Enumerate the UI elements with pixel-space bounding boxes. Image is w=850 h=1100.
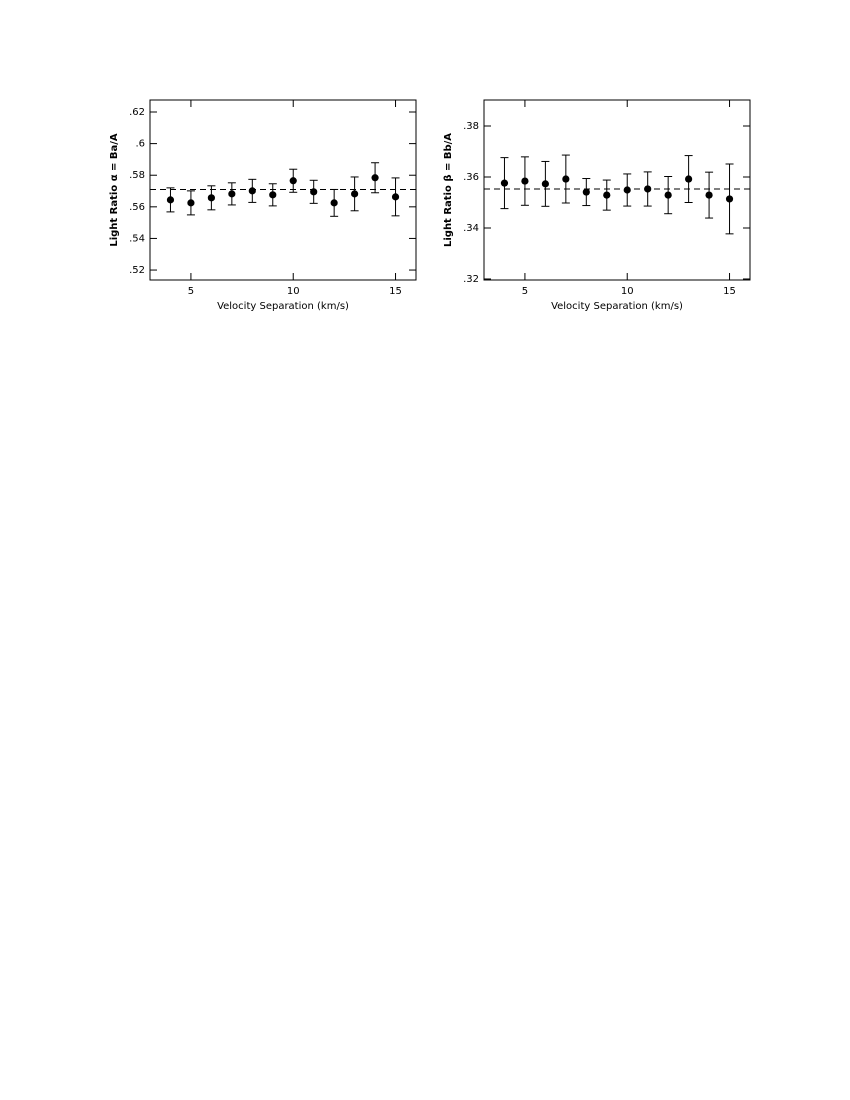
y-tick-label: .32	[463, 274, 479, 285]
point	[725, 195, 734, 203]
point	[207, 194, 215, 202]
point	[330, 199, 338, 207]
x-axis-label: Velocity Separation (km/s)	[217, 301, 349, 312]
y-tick-label: .34	[463, 223, 479, 234]
point	[623, 186, 631, 194]
x-axis-label: Velocity Separation (km/s)	[551, 301, 683, 312]
point	[664, 191, 672, 199]
point	[500, 179, 509, 187]
y-tick-label: .36	[463, 172, 479, 183]
point	[269, 191, 277, 199]
chart: .52 .54 .56 .58 .6 .62 5 10 15 Velocity Separatio…	[109, 99, 417, 312]
point	[541, 180, 549, 188]
point	[289, 177, 297, 185]
point	[371, 174, 379, 182]
point	[582, 188, 590, 196]
point	[166, 196, 175, 204]
point	[228, 190, 236, 198]
point	[685, 175, 693, 183]
point	[391, 193, 400, 201]
y-axis-label: Light Ratio α = Ba/A	[109, 133, 120, 247]
y-tick-label: .52	[129, 265, 145, 276]
point	[562, 175, 570, 183]
plot-frame	[149, 99, 417, 281]
y-tick-label: .38	[463, 121, 479, 132]
point	[310, 188, 318, 196]
chart: .32 .34 .36 .38 5 10 15 Velocity Separation (km…	[443, 99, 751, 312]
plot-frame	[483, 99, 751, 281]
point	[644, 185, 652, 193]
y-tick-label: .6	[135, 139, 145, 150]
y-tick-label: .62	[129, 107, 145, 118]
point	[705, 191, 713, 199]
y-tick-label: .56	[129, 202, 145, 213]
point	[187, 199, 195, 207]
x-tick-label: 10	[621, 286, 634, 297]
y-tick-label: .58	[129, 170, 145, 181]
x-tick-label: 5	[188, 286, 194, 297]
point	[521, 177, 529, 185]
y-tick-label: .54	[129, 233, 145, 244]
point	[351, 190, 359, 198]
x-tick-label: 10	[287, 286, 300, 297]
x-tick-label: 15	[389, 286, 402, 297]
point	[603, 191, 611, 199]
y-axis-label: Light Ratio β = Bb/A	[443, 133, 454, 247]
point	[248, 187, 256, 195]
x-tick-label: 15	[723, 286, 736, 297]
x-tick-label: 5	[522, 286, 528, 297]
